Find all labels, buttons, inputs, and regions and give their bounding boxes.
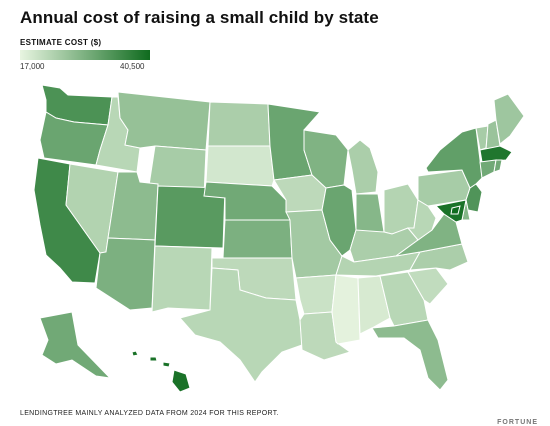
state-ms [331,274,361,345]
state-tx [179,267,303,383]
state-ar [295,274,337,315]
state-ct [479,159,497,179]
state-me [493,93,525,145]
state-ma [479,145,513,163]
legend-gradient [20,50,150,60]
state-nd [207,101,271,147]
legend-label: ESTIMATE COST ($) [20,38,102,47]
state-nm [151,245,213,313]
legend-max-value: 40,500 [120,62,145,71]
state-mt [117,91,211,151]
state-ak [39,311,112,379]
state-fl [371,319,449,391]
state-wv [406,199,437,241]
chart-title: Annual cost of raising a small child by … [20,8,379,27]
state-ks [222,219,293,259]
legend-min-value: 17,000 [20,62,45,71]
us-state-map [33,84,525,393]
brand-logo: FORTUNE [497,419,538,426]
state-hi [131,350,191,393]
state-dc [450,205,461,215]
state-al [357,275,391,335]
state-mi [347,139,379,195]
state-ri [493,159,503,173]
state-co [154,185,226,249]
state-oh [383,183,419,235]
state-sd [205,145,275,187]
footer-note: LENDINGTREE MAINLY ANALYZED DATA FROM 20… [20,410,279,417]
